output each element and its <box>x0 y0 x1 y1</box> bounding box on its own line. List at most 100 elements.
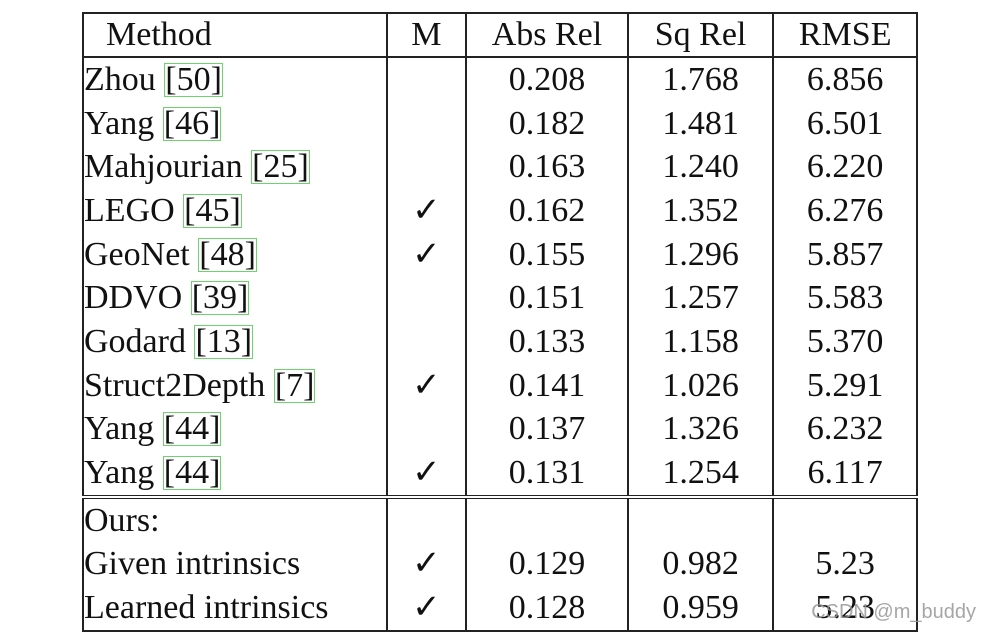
check-mark <box>385 407 468 452</box>
table-row: Yang [44] 0.137 1.326 6.232 <box>82 407 918 452</box>
ours-label: Ours: <box>82 494 388 543</box>
check-mark: ✓ <box>385 451 468 497</box>
check-mark <box>385 145 468 190</box>
rmse-value: 5.23 <box>772 586 918 632</box>
check-mark: ✓ <box>385 586 468 632</box>
method-cell: Yang [46] <box>82 101 388 146</box>
abs-rel-value: 0.131 <box>465 451 629 497</box>
method-cell: GeoNet [48] <box>82 232 388 277</box>
header-rmse: RMSE <box>772 12 918 58</box>
ours-label-row: Ours: <box>82 494 918 543</box>
check-mark <box>385 101 468 146</box>
method-cell: Zhou [50] <box>82 57 388 102</box>
rmse-value: 6.501 <box>772 101 918 146</box>
abs-rel-value: 0.128 <box>465 586 629 632</box>
table-row: Godard [13] 0.133 1.158 5.370 <box>82 320 918 364</box>
citation-link[interactable]: [46] <box>162 104 222 142</box>
method-name: Godard <box>84 322 186 360</box>
citation-link[interactable]: [39] <box>190 279 250 317</box>
rmse-value: 6.117 <box>772 451 918 497</box>
check-mark <box>385 57 468 102</box>
method-name: Yang <box>84 410 155 448</box>
check-mark <box>385 276 468 321</box>
citation-link[interactable]: [44] <box>162 454 222 492</box>
citation-link[interactable]: [7] <box>273 366 316 404</box>
citation-link[interactable]: [48] <box>198 235 257 273</box>
rmse-value: 5.23 <box>772 542 918 587</box>
sq-rel-value: 0.959 <box>626 586 775 632</box>
table-row: Yang [46] 0.182 1.481 6.501 <box>82 101 918 146</box>
table-row: Struct2Depth [7] ✓ 0.141 1.026 5.291 <box>82 363 918 408</box>
method-name: Struct2Depth <box>84 366 266 404</box>
abs-rel-value: 0.133 <box>465 320 629 364</box>
method-name: Mahjourian <box>84 148 243 186</box>
sq-rel-value: 1.768 <box>626 57 775 102</box>
abs-rel-value: 0.163 <box>465 145 629 190</box>
watermark: CSDN @m_buddy <box>811 601 976 623</box>
sq-rel-value: 0.982 <box>626 542 775 587</box>
sq-rel-value: 1.481 <box>626 101 775 146</box>
sq-rel-value: 1.158 <box>626 320 775 364</box>
header-method: Method <box>82 12 388 58</box>
header-m: M <box>385 12 468 58</box>
citation-link[interactable]: [25] <box>251 148 310 186</box>
method-cell: LEGO [45] <box>82 189 388 233</box>
abs-rel-value: 0.141 <box>465 363 629 408</box>
results-table: Method M Abs Rel Sq Rel RMSE Zhou [50] 0.… <box>82 12 918 632</box>
method-cell: Yang [44] <box>82 407 388 452</box>
method-name: DDVO <box>84 279 183 317</box>
method-name: Zhou <box>84 60 156 98</box>
sq-rel-value: 1.026 <box>626 363 775 408</box>
check-mark: ✓ <box>385 542 468 587</box>
citation-link[interactable]: [45] <box>183 191 242 229</box>
method-name: Yang <box>84 454 155 492</box>
citation-link[interactable]: [13] <box>194 322 254 360</box>
method-cell: Yang [44] <box>82 451 388 497</box>
rmse-value: 5.291 <box>772 363 918 408</box>
citation-link[interactable]: [44] <box>162 410 222 448</box>
abs-rel-value: 0.155 <box>465 232 629 277</box>
sq-rel-value: 1.326 <box>626 407 775 452</box>
table-row: GeoNet [48] ✓ 0.155 1.296 5.857 <box>82 232 918 277</box>
abs-rel-value: 0.208 <box>465 57 629 102</box>
method-cell: Godard [13] <box>82 320 388 364</box>
rmse-value: 5.370 <box>772 320 918 364</box>
rmse-value: 5.857 <box>772 232 918 277</box>
sq-rel-value: 1.257 <box>626 276 775 321</box>
method-name: Given intrinsics <box>82 542 388 587</box>
table-row: Learned intrinsics ✓ 0.128 0.959 5.23 <box>82 586 918 632</box>
sq-rel-value: 1.240 <box>626 145 775 190</box>
table-row: Mahjourian [25] 0.163 1.240 6.220 <box>82 145 918 190</box>
method-cell: Mahjourian [25] <box>82 145 388 190</box>
method-name: Learned intrinsics <box>82 586 388 632</box>
abs-rel-value: 0.182 <box>465 101 629 146</box>
citation-link[interactable]: [50] <box>164 60 223 98</box>
check-mark: ✓ <box>385 232 468 277</box>
check-mark <box>385 320 468 364</box>
check-mark: ✓ <box>385 189 468 233</box>
abs-rel-value: 0.151 <box>465 276 629 321</box>
sq-rel-value: 1.296 <box>626 232 775 277</box>
ours-body: Ours: Given intrinsics ✓ 0.129 0.982 5.2… <box>82 494 918 632</box>
sq-rel-value: 1.254 <box>626 451 775 497</box>
table-row: Given intrinsics ✓ 0.129 0.982 5.23 <box>82 542 918 587</box>
rmse-value: 6.856 <box>772 57 918 102</box>
prior-methods-body: Zhou [50] 0.208 1.768 6.856 Yang [46] 0.182 1.… <box>82 57 918 497</box>
table-row: DDVO [39] 0.151 1.257 5.583 <box>82 276 918 321</box>
abs-rel-value: 0.137 <box>465 407 629 452</box>
table-row: Yang [44] ✓ 0.131 1.254 6.117 <box>82 451 918 497</box>
sq-rel-value: 1.352 <box>626 189 775 233</box>
method-name: LEGO <box>84 191 175 229</box>
rmse-value: 6.276 <box>772 189 918 233</box>
header-abs-rel: Abs Rel <box>465 12 629 58</box>
method-cell: DDVO [39] <box>82 276 388 321</box>
method-name: Yang <box>84 104 155 142</box>
check-mark: ✓ <box>385 363 468 408</box>
table-row: Zhou [50] 0.208 1.768 6.856 <box>82 57 918 102</box>
abs-rel-value: 0.162 <box>465 189 629 233</box>
rmse-value: 5.583 <box>772 276 918 321</box>
rmse-value: 6.220 <box>772 145 918 190</box>
rmse-value: 6.232 <box>772 407 918 452</box>
header-sq-rel: Sq Rel <box>626 12 775 58</box>
header-row: Method M Abs Rel Sq Rel RMSE <box>82 12 918 58</box>
